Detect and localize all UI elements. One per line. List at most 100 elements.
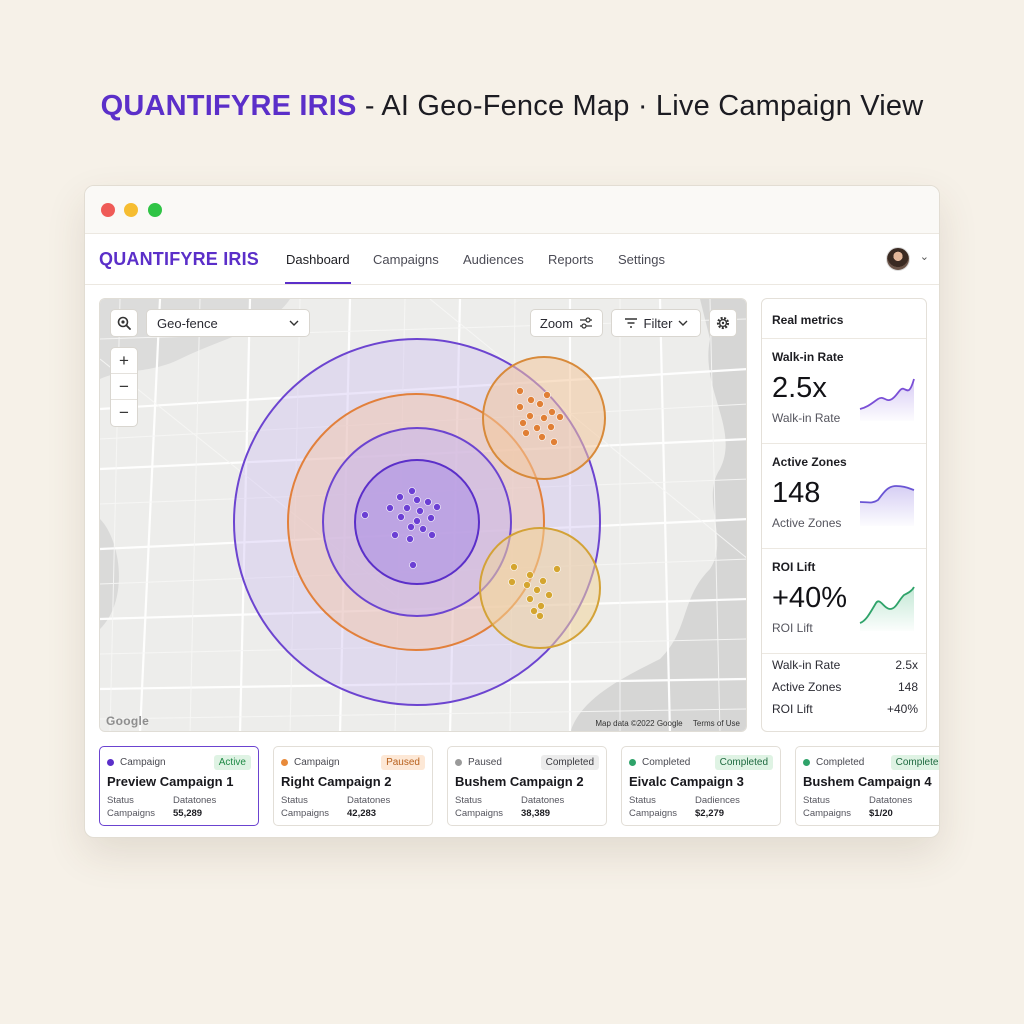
summary-row: Walk-in Rate 2.5x [762,654,926,676]
meta-label: Datatones [521,795,565,806]
map-settings-button[interactable] [709,309,737,337]
zoom-in-button[interactable]: + [111,348,137,374]
status-badge: Active [213,755,251,770]
nav-tab-settings[interactable]: Settings [618,252,665,267]
chevron-down-icon[interactable]: ⌄ [919,251,929,263]
summary-value: 2.5x [895,658,918,672]
meta-value: 38,389 [521,808,551,819]
status-dot [107,759,114,766]
campaign-meta-keys: Status Campaigns [803,794,851,820]
chevron-down-icon [289,320,299,326]
metrics-panel-title: Real metrics [762,299,926,339]
metric-value: 148 [772,477,821,509]
metric-value: 2.5x [772,372,827,404]
campaign-type-label: Paused [468,757,502,768]
campaign-meta-values: Datatones 42,283 [347,794,390,820]
map-zoom-controls: + − − [110,347,138,427]
metric-card-walk-in-rate: Walk-in Rate 2.5x Walk-in Rate [762,339,926,444]
summary-key: Active Zones [772,680,842,694]
metric-sublabel: Active Zones [772,516,842,530]
geofence-select-value: Geo-fence [157,315,218,331]
campaign-type-label: Completed [816,757,865,768]
terms-of-use-link[interactable]: Terms of Use [692,719,740,728]
summary-key: ROI Lift [772,702,813,716]
meta-key: Campaigns [455,808,504,819]
minimize-window-button[interactable] [124,203,138,217]
summary-row: Active Zones 148 [762,676,926,698]
campaign-cards-row: Campaign Active Preview Campaign 1 Statu… [99,746,939,826]
campaign-meta-keys: Status Campaigns [281,794,329,820]
campaign-type: Completed [803,757,864,768]
filter-button[interactable]: Filter [611,309,701,337]
top-navbar: QUANTIFYRE IRIS Dashboard Campaigns Audi… [85,234,939,285]
meta-key: Status [629,795,656,806]
summary-row: ROI Lift +40% [762,698,926,720]
sliders-icon [580,317,593,329]
metric-label: ROI Lift [772,560,816,574]
nav-tab-campaigns[interactable]: Campaigns [373,252,439,267]
meta-label: Datatones [173,795,217,806]
status-badge: Completed [714,755,773,770]
metric-sublabel: ROI Lift [772,621,813,635]
close-window-button[interactable] [101,203,115,217]
campaign-type: Campaign [281,757,340,768]
map-search-button[interactable] [110,309,138,337]
filter-icon [624,318,637,328]
zoom-out-button-secondary[interactable]: − [119,403,129,422]
headline-text: - AI Geo-Fence Map · Live Campaign View [356,90,924,122]
summary-key: Walk-in Rate [772,658,841,672]
zoom-out-button[interactable]: − [111,374,137,400]
metric-card-roi-lift: ROI Lift +40% ROI Lift [762,549,926,654]
campaign-card[interactable]: Completed Completed Eivalc Campaign 3 St… [621,746,781,826]
campaign-type: Completed [629,757,690,768]
geo-fence-map[interactable]: Geo-fence Zoom Filter + − − Google Map d… [99,298,747,732]
active-tab-indicator [285,282,351,284]
meta-value: 42,283 [347,808,377,819]
map-attribution: Map data ©2022 Google Terms of Use [587,719,740,728]
meta-label: Dadiences [695,795,740,806]
meta-key: Status [107,795,134,806]
campaign-meta-values: Datatones 38,389 [521,794,564,820]
metric-card-active-zones: Active Zones 148 Active Zones [762,444,926,549]
google-logo: Google [106,714,150,728]
nav-tab-dashboard[interactable]: Dashboard [286,252,350,267]
page-headline: QUANTIFYRE IRIS - AI Geo-Fence Map · Liv… [0,90,1024,123]
status-badge: Completed [890,755,939,770]
app-window: QUANTIFYRE IRIS Dashboard Campaigns Audi… [84,185,940,838]
nav-tab-reports[interactable]: Reports [548,252,594,267]
metrics-panel: Real metrics Walk-in Rate 2.5x Walk-in R… [761,298,927,732]
status-badge: Completed [540,755,599,770]
user-avatar[interactable] [886,247,910,271]
campaign-name: Right Campaign 2 [281,774,392,789]
filter-label: Filter [643,315,673,331]
campaign-meta-keys: Status Campaigns [629,794,677,820]
metric-sublabel: Walk-in Rate [772,411,841,425]
geofence-select[interactable]: Geo-fence [146,309,310,337]
campaign-name: Eivalc Campaign 3 [629,774,744,789]
campaign-meta-values: Dadiences $2,279 [695,794,740,820]
status-dot [803,759,810,766]
metrics-summary: Walk-in Rate 2.5x Active Zones 148 ROI Lif… [762,654,926,720]
app-logo[interactable]: QUANTIFYRE IRIS [99,249,260,269]
metric-value: +40% [772,582,847,614]
headline-brand: QUANTIFYRE IRIS [100,90,357,122]
summary-value: 148 [897,680,918,694]
map-data-credit: Map data ©2022 Google [595,719,683,728]
meta-key: Status [803,795,830,806]
meta-value: $2,279 [695,808,725,819]
meta-label: Datatones [869,795,913,806]
campaign-type: Campaign [107,757,166,768]
metric-label: Active Zones [772,455,847,469]
campaign-name: Preview Campaign 1 [107,774,234,789]
campaign-card[interactable]: Paused Completed Bushem Campaign 2 Statu… [447,746,607,826]
maximize-window-button[interactable] [148,203,162,217]
sparkline-roi-lift [859,586,915,631]
zoom-button[interactable]: Zoom [530,309,603,337]
sparkline-walk-in-rate [859,378,915,421]
status-dot [455,759,462,766]
nav-tab-audiences[interactable]: Audiences [463,252,524,267]
meta-key: Campaigns [107,808,156,819]
campaign-card[interactable]: Campaign Paused Right Campaign 2 Status C… [273,746,433,826]
campaign-card[interactable]: Campaign Active Preview Campaign 1 Statu… [99,746,259,826]
campaign-card[interactable]: Completed Completed Bushem Campaign 4 St… [795,746,939,826]
